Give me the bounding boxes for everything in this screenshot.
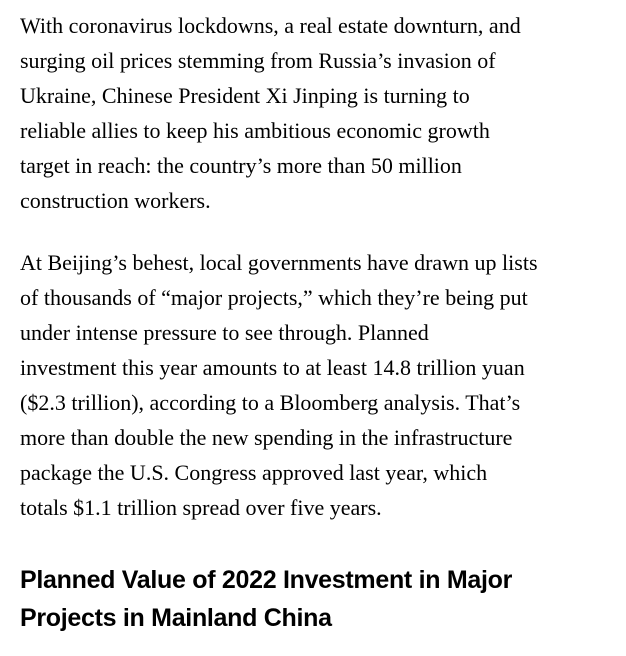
paragraph-line: construction workers.	[20, 188, 211, 213]
paragraph-line: more than double the new spending in the…	[20, 425, 513, 450]
paragraph-line: under intense pressure to see through. P…	[20, 320, 429, 345]
paragraph-line: target in reach: the country’s more than…	[20, 153, 462, 178]
article-body: With coronavirus lockdowns, a real estat…	[20, 8, 620, 637]
paragraph-line: package the U.S. Congress approved last …	[20, 460, 488, 485]
paragraph-line: At Beijing’s behest, local governments h…	[20, 250, 538, 275]
paragraph-line: With coronavirus lockdowns, a real estat…	[20, 13, 521, 38]
paragraph-line: ($2.3 trillion), according to a Bloomber…	[20, 390, 521, 415]
article-paragraph-2: At Beijing’s behest, local governments h…	[20, 245, 620, 525]
paragraph-line: investment this year amounts to at least…	[20, 355, 525, 380]
paragraph-line: surging oil prices stemming from Russia’…	[20, 48, 496, 73]
chart-heading-line: Projects in Mainland China	[20, 604, 332, 632]
paragraph-line: reliable allies to keep his ambitious ec…	[20, 118, 490, 143]
paragraph-line: totals $1.1 trillion spread over five ye…	[20, 495, 382, 520]
paragraph-line: of thousands of “major projects,” which …	[20, 285, 528, 310]
chart-heading-line: Planned Value of 2022 Investment in Majo…	[20, 566, 513, 594]
paragraph-line: Ukraine, Chinese President Xi Jinping is…	[20, 83, 470, 108]
article-paragraph-1: With coronavirus lockdowns, a real estat…	[20, 8, 620, 218]
chart-heading: Planned Value of 2022 Investment in Majo…	[20, 561, 620, 637]
